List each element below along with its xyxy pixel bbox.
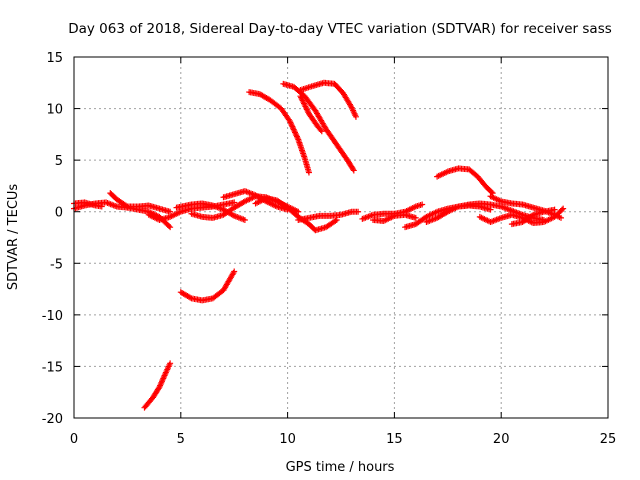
tick-marks bbox=[73, 56, 609, 419]
data-point bbox=[123, 202, 130, 209]
x-axis-label: GPS time / hours bbox=[286, 460, 395, 475]
data-point bbox=[231, 199, 238, 206]
data-point bbox=[419, 201, 426, 208]
series-arc-baseline-i bbox=[295, 208, 362, 223]
y-tick-label: -15 bbox=[42, 360, 63, 375]
x-tick-label: 15 bbox=[386, 432, 403, 447]
data-point bbox=[167, 224, 174, 231]
data-point bbox=[487, 206, 494, 213]
x-tick-label: 0 bbox=[70, 432, 78, 447]
x-tick-label: 5 bbox=[177, 432, 185, 447]
series-arc-baseline-p bbox=[508, 206, 558, 228]
series-arc-neg-2 bbox=[141, 360, 174, 411]
data-point bbox=[560, 205, 567, 212]
data-point bbox=[551, 206, 558, 213]
series-arc-high-3 bbox=[297, 93, 325, 135]
y-tick-label: 10 bbox=[46, 103, 63, 118]
y-axis-label: SDTVAR / TECUs bbox=[6, 184, 21, 291]
data-point bbox=[558, 214, 565, 221]
chart-title: Day 063 of 2018, Sidereal Day-to-day VTE… bbox=[68, 21, 612, 37]
series-arc-high-4 bbox=[297, 79, 359, 120]
series-arc-baseline-k bbox=[370, 211, 419, 224]
y-tick-label: 0 bbox=[55, 206, 63, 221]
data-points bbox=[71, 79, 567, 411]
data-point bbox=[305, 169, 312, 176]
data-point bbox=[332, 217, 339, 224]
data-point bbox=[412, 214, 419, 221]
data-point bbox=[352, 113, 359, 120]
data-point bbox=[558, 206, 565, 213]
data-point bbox=[355, 208, 362, 215]
y-tick-label: -10 bbox=[42, 309, 63, 324]
data-point bbox=[318, 128, 325, 135]
series-arc-baseline-c bbox=[107, 190, 174, 215]
data-point bbox=[98, 203, 105, 210]
y-tick-label: -20 bbox=[42, 412, 63, 427]
data-point bbox=[187, 294, 194, 301]
data-point bbox=[295, 208, 302, 215]
data-point bbox=[165, 223, 172, 230]
x-tick-label: 10 bbox=[279, 432, 296, 447]
y-tick-label: 15 bbox=[46, 51, 63, 66]
data-point bbox=[350, 167, 357, 174]
data-point bbox=[350, 166, 357, 173]
x-tick-label: 20 bbox=[493, 432, 510, 447]
series-arc-high-5 bbox=[434, 165, 496, 197]
grid-lines bbox=[74, 57, 608, 418]
series-arc-high-1 bbox=[246, 89, 312, 176]
series-arc-high-2 bbox=[280, 80, 357, 174]
data-point bbox=[489, 190, 496, 197]
series-arc-baseline-e bbox=[173, 200, 248, 223]
data-point bbox=[229, 212, 236, 219]
series-arc-baseline-m bbox=[423, 200, 547, 226]
x-tick-label: 25 bbox=[600, 432, 617, 447]
data-point bbox=[488, 189, 495, 196]
data-point bbox=[317, 126, 324, 133]
tick-labels: 0 5 10 15 20 25 -20 -15 -10 -5 0 5 10 15 bbox=[42, 51, 617, 447]
y-tick-label: 5 bbox=[55, 154, 63, 169]
series-arc-neg-1 bbox=[177, 268, 238, 304]
data-point bbox=[528, 212, 535, 219]
data-point bbox=[167, 360, 174, 367]
y-tick-label: -5 bbox=[50, 257, 63, 272]
plot-frame bbox=[73, 56, 609, 419]
data-point bbox=[241, 216, 248, 223]
data-point bbox=[167, 208, 174, 215]
series-arc-baseline-o bbox=[476, 205, 567, 227]
data-point bbox=[231, 268, 238, 275]
